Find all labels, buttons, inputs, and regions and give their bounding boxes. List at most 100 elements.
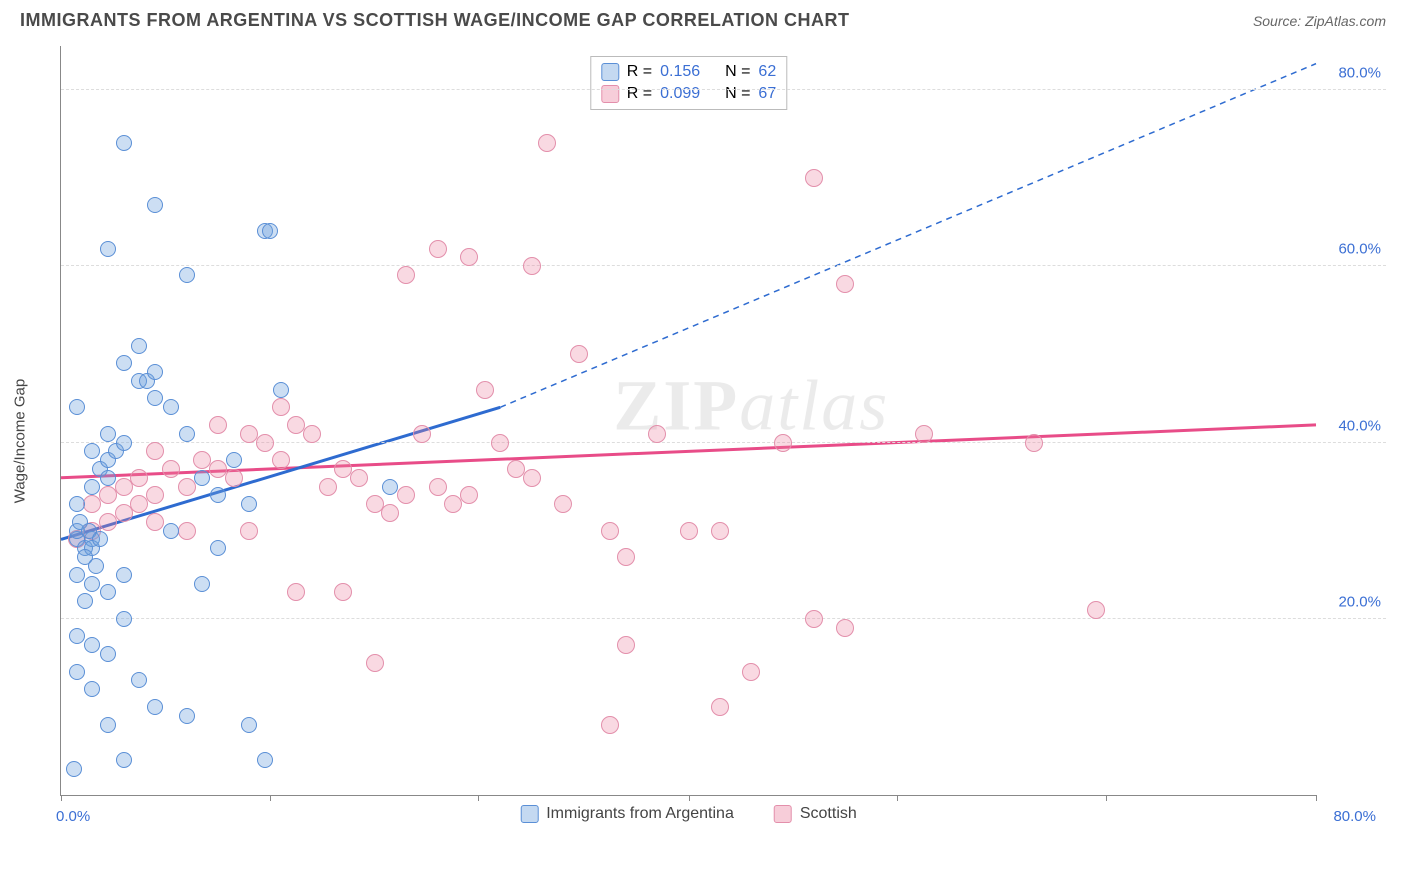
data-point: [130, 469, 148, 487]
data-point: [366, 654, 384, 672]
data-point: [84, 443, 100, 459]
data-point: [84, 479, 100, 495]
data-point: [100, 646, 116, 662]
data-point: [272, 451, 290, 469]
swatch-scottish: [601, 85, 619, 103]
data-point: [147, 699, 163, 715]
data-point: [84, 681, 100, 697]
data-point: [210, 540, 226, 556]
data-point: [100, 426, 116, 442]
data-point: [507, 460, 525, 478]
data-point: [116, 435, 132, 451]
data-point: [460, 486, 478, 504]
data-point: [429, 478, 447, 496]
data-point: [381, 504, 399, 522]
data-point: [116, 752, 132, 768]
x-tick: [1316, 795, 1317, 801]
plot-region: ZIPatlas R = 0.156 N = 62 R = 0.099 N = …: [60, 46, 1316, 796]
trendlines-svg: [61, 46, 1316, 795]
data-point: [100, 584, 116, 600]
x-tick: [897, 795, 898, 801]
x-tick: [478, 795, 479, 801]
data-point: [147, 364, 163, 380]
data-point: [319, 478, 337, 496]
data-point: [742, 663, 760, 681]
data-point: [570, 345, 588, 363]
correlation-legend: R = 0.156 N = 62 R = 0.099 N = 67: [590, 56, 787, 110]
data-point: [805, 610, 823, 628]
data-point: [100, 241, 116, 257]
chart-area: Wage/Income Gap ZIPatlas R = 0.156 N = 6…: [50, 36, 1386, 846]
data-point: [711, 522, 729, 540]
data-point: [523, 257, 541, 275]
data-point: [100, 470, 116, 486]
data-point: [334, 583, 352, 601]
x-axis-max-label: 80.0%: [1333, 808, 1376, 825]
legend-row-scottish: R = 0.099 N = 67: [601, 83, 776, 105]
data-point: [226, 452, 242, 468]
data-point: [523, 469, 541, 487]
data-point: [648, 425, 666, 443]
data-point: [444, 495, 462, 513]
data-point: [617, 636, 635, 654]
data-point: [601, 522, 619, 540]
data-point: [146, 513, 164, 531]
data-point: [382, 479, 398, 495]
data-point: [774, 434, 792, 452]
data-point: [491, 434, 509, 452]
data-point: [131, 338, 147, 354]
data-point: [179, 708, 195, 724]
legend-row-argentina: R = 0.156 N = 62: [601, 61, 776, 83]
data-point: [836, 619, 854, 637]
data-point: [77, 593, 93, 609]
data-point: [273, 382, 289, 398]
x-tick: [270, 795, 271, 801]
x-tick: [1106, 795, 1107, 801]
data-point: [460, 248, 478, 266]
data-point: [209, 416, 227, 434]
data-point: [210, 487, 226, 503]
data-point: [1025, 434, 1043, 452]
data-point: [194, 576, 210, 592]
data-point: [240, 522, 258, 540]
data-point: [194, 470, 210, 486]
data-point: [554, 495, 572, 513]
legend-item-scottish: Scottish: [774, 805, 857, 823]
x-tick: [61, 795, 62, 801]
data-point: [262, 223, 278, 239]
data-point: [100, 717, 116, 733]
data-point: [413, 425, 431, 443]
data-point: [680, 522, 698, 540]
data-point: [116, 567, 132, 583]
swatch-scottish-icon: [774, 805, 792, 823]
data-point: [617, 548, 635, 566]
data-point: [69, 399, 85, 415]
data-point: [429, 240, 447, 258]
y-tick-label: 60.0%: [1338, 241, 1381, 258]
data-point: [146, 486, 164, 504]
source-attribution: Source: ZipAtlas.com: [1253, 13, 1386, 29]
data-point: [116, 611, 132, 627]
data-point: [1087, 601, 1105, 619]
data-point: [257, 752, 273, 768]
data-point: [805, 169, 823, 187]
data-point: [272, 398, 290, 416]
data-point: [538, 134, 556, 152]
y-tick-label: 40.0%: [1338, 417, 1381, 434]
data-point: [350, 469, 368, 487]
data-point: [711, 698, 729, 716]
data-point: [131, 672, 147, 688]
x-tick: [689, 795, 690, 801]
data-point: [84, 576, 100, 592]
data-point: [147, 390, 163, 406]
data-point: [88, 558, 104, 574]
data-point: [178, 478, 196, 496]
gridline: [61, 265, 1386, 266]
data-point: [116, 355, 132, 371]
data-point: [179, 267, 195, 283]
data-point: [225, 469, 243, 487]
data-point: [287, 583, 305, 601]
data-point: [303, 425, 321, 443]
y-tick-label: 20.0%: [1338, 593, 1381, 610]
data-point: [179, 426, 195, 442]
